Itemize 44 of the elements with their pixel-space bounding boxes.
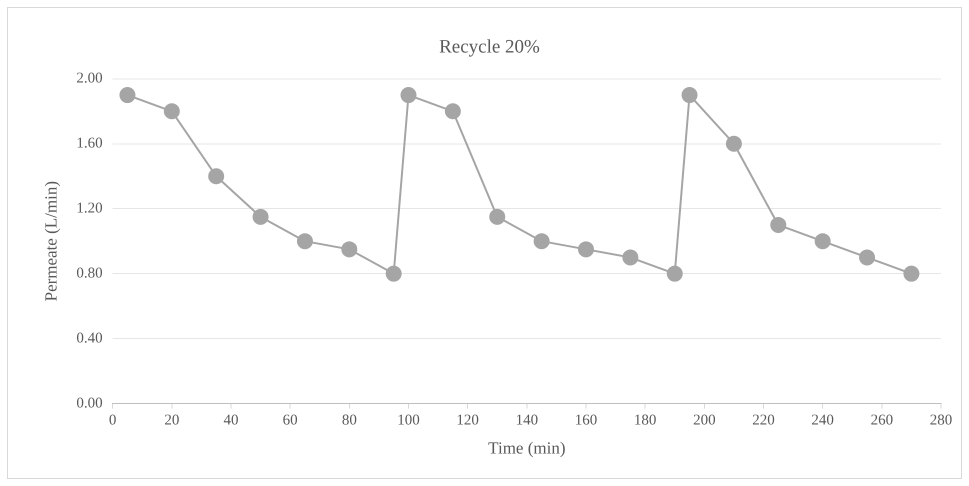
x-tick-label: 20 <box>164 412 180 429</box>
point <box>814 233 831 250</box>
point <box>400 87 416 104</box>
point <box>208 168 224 184</box>
point <box>578 241 594 258</box>
point <box>622 249 638 266</box>
point <box>770 216 786 233</box>
point <box>489 208 506 225</box>
x-tick-label: 220 <box>752 412 775 429</box>
x-tick-label: 140 <box>516 412 538 429</box>
point <box>252 208 269 225</box>
x-tick-label: 200 <box>693 412 716 429</box>
x-tick-label: 40 <box>223 412 238 429</box>
point <box>903 266 920 282</box>
y-axis-title: Permeate (L/min) <box>42 181 61 302</box>
y-tick-label: 0.80 <box>76 266 103 282</box>
point <box>386 266 402 282</box>
point <box>164 103 180 120</box>
point <box>341 241 358 258</box>
x-tick-label: 260 <box>870 412 894 429</box>
y-tick-label: 0.00 <box>76 396 103 412</box>
x-tick-label: 80 <box>342 412 357 429</box>
x-tick-label: 180 <box>634 412 656 429</box>
y-tick-label: 1.60 <box>76 136 103 152</box>
point <box>682 87 698 104</box>
x-tick-label: 60 <box>282 412 298 429</box>
x-tick-label: 0 <box>108 412 116 429</box>
x-tick-label: 100 <box>397 412 420 429</box>
x-axis-title: Time (min) <box>488 438 566 458</box>
y-tick-label: 2.00 <box>76 70 103 87</box>
y-tick-label: 1.20 <box>76 200 103 217</box>
x-tick-label: 240 <box>811 412 834 429</box>
chart-title: Recycle 20% <box>439 36 540 58</box>
x-tick-label: 280 <box>930 412 952 429</box>
point <box>666 266 683 282</box>
point <box>119 87 136 104</box>
point <box>444 103 461 120</box>
point <box>296 233 313 250</box>
point <box>859 249 876 266</box>
point <box>534 233 550 250</box>
x-tick-label: 120 <box>456 412 479 429</box>
x-tick-label: 160 <box>574 412 598 429</box>
y-tick-label: 0.40 <box>76 330 103 347</box>
point <box>726 136 742 152</box>
